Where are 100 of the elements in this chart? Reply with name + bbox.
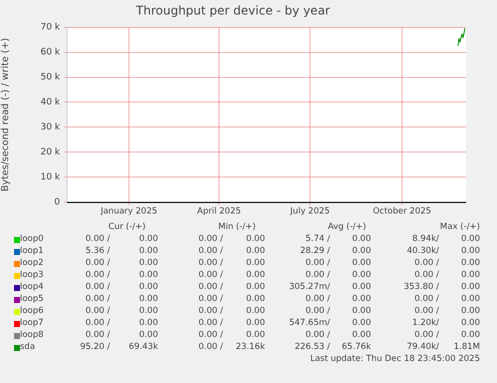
text: Max (-/+) — [440, 222, 480, 233]
text: 65.76k — [342, 342, 371, 353]
text: 0.00 — [246, 282, 265, 293]
text: 0.00 / — [86, 270, 110, 281]
text: 0.00 / — [86, 330, 110, 341]
text: 0.00 — [139, 306, 158, 317]
y-tick-label: 20 k — [40, 147, 61, 158]
y-axis-title: Bytes/second read (-) / write (+) — [0, 38, 12, 192]
text: 0.00 / — [306, 306, 330, 317]
text: 0.00 — [246, 294, 265, 305]
text: 0.00 — [352, 294, 371, 305]
text: 0.00 — [139, 318, 158, 329]
text: 0.00 — [246, 258, 265, 269]
text: 0.00 — [352, 258, 371, 269]
x-tick-label: October 2025 — [372, 206, 432, 216]
text: 0.00 — [352, 318, 371, 329]
text: 0.00 / — [414, 294, 439, 305]
text: 0.00 — [139, 270, 158, 281]
text: 0.00 — [461, 270, 480, 281]
text: 0.00 — [139, 234, 158, 245]
legend-label: loop3 — [20, 270, 44, 281]
text: 0.00 — [246, 318, 265, 329]
x-tick-label: April 2025 — [197, 206, 241, 216]
text: 69.43k — [128, 342, 158, 353]
text: 0.00 / — [198, 246, 223, 257]
text: 0.00 — [461, 234, 480, 245]
text: 79.40k/ — [406, 342, 439, 353]
legend-label: loop8 — [20, 330, 44, 341]
text: 0.00 / — [86, 318, 110, 329]
y-tick-label: 40 k — [40, 98, 61, 108]
text: 0.00 / — [198, 318, 223, 329]
text: 0.00 / — [198, 330, 223, 341]
text: 0.00 / — [198, 282, 223, 293]
text: 0.00 — [352, 246, 371, 257]
text: 0.00 — [352, 306, 371, 317]
text: 0.00 — [461, 246, 480, 257]
text: 0.00 — [461, 330, 480, 341]
text: 95.20 / — [80, 342, 110, 353]
text: 226.53 / — [294, 342, 330, 353]
text: 0.00 / — [198, 270, 223, 281]
legend-label: loop1 — [20, 246, 44, 257]
text: 0.00 — [246, 234, 265, 245]
text: 0.00 — [139, 246, 158, 257]
text: 0.00 / — [198, 258, 223, 269]
text: 0.00 / — [198, 342, 223, 353]
text: Last update: Thu Dec 18 23:45:00 2025 — [310, 354, 480, 365]
text: 0.00 / — [198, 306, 223, 317]
text: Cur (-/+) — [108, 222, 146, 233]
text: 305.27m/ — [289, 282, 330, 293]
text: 0.00 / — [86, 258, 110, 269]
text: 0.00 / — [306, 270, 330, 281]
text: 0.00 — [461, 282, 480, 293]
legend-label: loop6 — [20, 306, 44, 317]
text: 0.00 / — [414, 258, 439, 269]
x-tick-label: January 2025 — [100, 206, 158, 216]
legend-label: loop5 — [20, 294, 44, 305]
text: Avg (-/+) — [328, 222, 366, 233]
text: 1.81M — [454, 342, 480, 353]
text: 1.20k/ — [412, 318, 439, 329]
text: 0.00 / — [86, 282, 110, 293]
text: 0.00 — [246, 306, 265, 317]
text: 0.00 / — [414, 270, 439, 281]
text: 8.94k/ — [412, 234, 439, 245]
text: 5.74 / — [306, 234, 330, 245]
text: 0.00 — [461, 306, 480, 317]
text: 0.00 — [352, 234, 371, 245]
text: 0.00 / — [414, 306, 439, 317]
text: 40.30k/ — [406, 246, 439, 257]
text: 0.00 — [352, 270, 371, 281]
legend-label: loop7 — [20, 318, 44, 329]
y-tick-label: 30 k — [40, 122, 61, 133]
text: 0.00 — [246, 246, 265, 257]
text: 0.00 / — [198, 294, 223, 305]
x-tick-label: July 2025 — [289, 206, 330, 216]
text: 0.00 — [246, 270, 265, 281]
text: 353.80 / — [404, 282, 439, 293]
legend-label: loop0 — [20, 234, 44, 245]
legend-label: sda — [20, 342, 36, 353]
y-tick-label: 60 k — [40, 48, 61, 58]
text: 0.00 — [139, 294, 158, 305]
text: 0.00 / — [306, 294, 330, 305]
text: 0.00 / — [198, 234, 223, 245]
text: Min (-/+) — [218, 222, 256, 233]
text: 0.00 — [352, 282, 371, 293]
text: 0.00 — [139, 282, 158, 293]
text: 0.00 / — [414, 330, 439, 341]
y-tick-label: 10 k — [40, 172, 61, 182]
text: 0.00 — [139, 330, 158, 341]
text: 5.36 / — [86, 246, 110, 257]
text: 0.00 — [461, 294, 480, 305]
text: 0.00 — [461, 318, 480, 329]
chart-title: Throughput per device - by year — [135, 3, 330, 18]
legend-label: loop2 — [20, 258, 44, 269]
text: 547.65m/ — [289, 318, 330, 329]
y-tick-label: 0 — [54, 197, 60, 208]
y-tick-label: 50 k — [40, 72, 61, 83]
text: 0.00 / — [306, 258, 330, 269]
text: 0.00 / — [86, 294, 110, 305]
text: 0.00 — [139, 258, 158, 269]
text: 0.00 — [461, 258, 480, 269]
